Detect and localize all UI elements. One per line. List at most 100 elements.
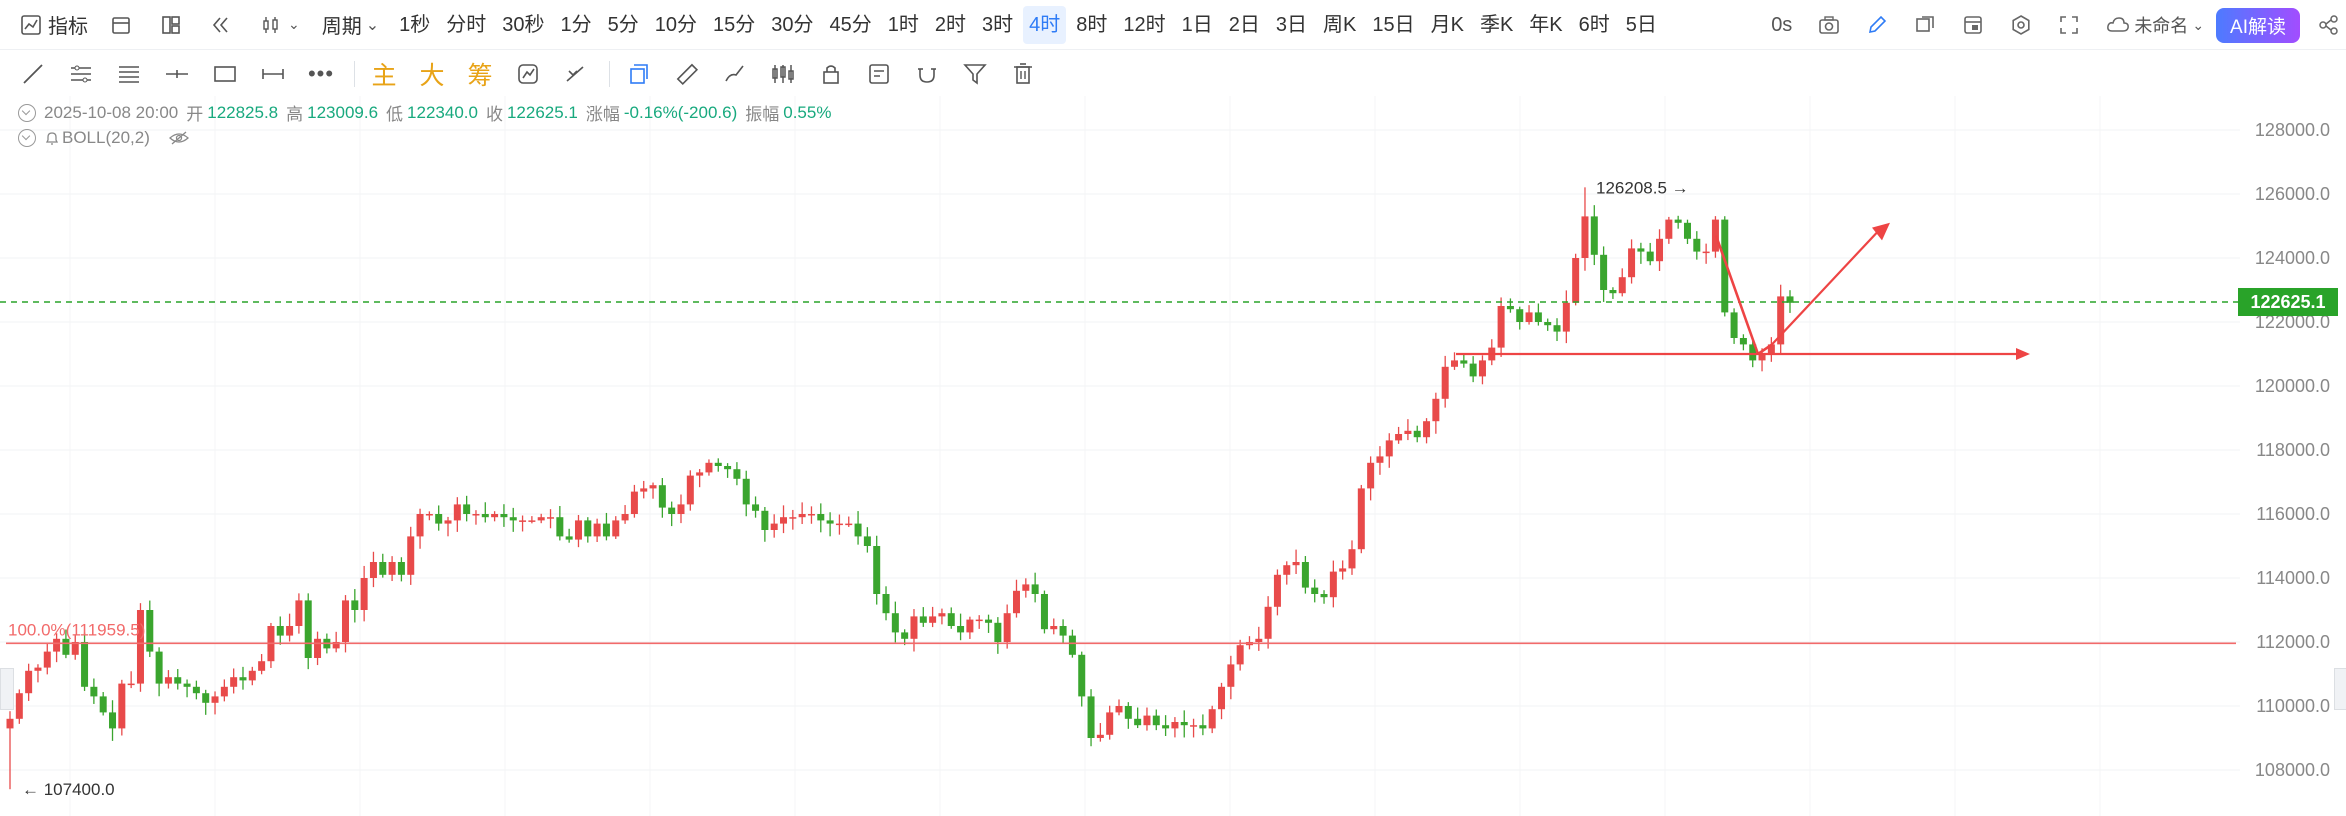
fib-tool[interactable] xyxy=(114,59,144,89)
settings-button[interactable] xyxy=(2010,14,2032,36)
copy-drawing-tool[interactable] xyxy=(624,59,654,89)
sync-button[interactable] xyxy=(1914,14,1936,36)
period-20[interactable]: 月K xyxy=(1430,13,1464,36)
candle-body xyxy=(696,472,704,476)
pattern-tool[interactable] xyxy=(768,59,798,89)
period-16[interactable]: 2日 xyxy=(1228,13,1260,36)
candle-body xyxy=(1115,706,1123,713)
period-2[interactable]: 30秒 xyxy=(502,13,545,36)
period-24[interactable]: 5日 xyxy=(1625,13,1657,36)
cloud-layout-dropdown[interactable]: 未命名 ⌄ xyxy=(2106,12,2204,38)
candle-body xyxy=(854,523,862,537)
candle-body xyxy=(1413,430,1421,438)
ai-analysis-button[interactable]: AI解读 xyxy=(2216,7,2300,43)
ruler-icon xyxy=(676,63,699,86)
delete-drawings-tool[interactable] xyxy=(1008,59,1038,89)
candle-body xyxy=(1618,277,1626,294)
candle-body xyxy=(686,475,694,505)
chart-type-button[interactable]: ⌄ xyxy=(260,5,300,45)
period-23[interactable]: 6时 xyxy=(1578,13,1610,36)
brush-tool[interactable] xyxy=(720,59,750,89)
candle-body xyxy=(1003,613,1011,642)
candle-body xyxy=(1292,562,1300,566)
collapse-icon[interactable] xyxy=(18,103,36,122)
period-6[interactable]: 15分 xyxy=(713,13,756,36)
indicator-button[interactable]: 指标 xyxy=(20,5,88,45)
period-15[interactable]: 1日 xyxy=(1181,13,1213,36)
draw-toggle-button[interactable] xyxy=(1866,14,1888,36)
lock-drawing-tool[interactable] xyxy=(816,59,846,89)
candle-body xyxy=(1190,725,1198,727)
candle-body xyxy=(882,594,890,614)
period-0[interactable]: 1秒 xyxy=(399,13,431,36)
parallel-channel-tool[interactable] xyxy=(66,59,96,89)
period-22[interactable]: 年K xyxy=(1529,13,1563,36)
period-5[interactable]: 10分 xyxy=(654,13,698,36)
trend-line-tool[interactable] xyxy=(18,59,48,89)
share-button[interactable] xyxy=(2318,14,2340,36)
candle-body xyxy=(491,514,499,518)
candle-body xyxy=(1702,251,1710,254)
big-order-tool[interactable]: 大 xyxy=(419,62,445,90)
period-9[interactable]: 1时 xyxy=(887,13,919,36)
candle-body xyxy=(1040,594,1048,630)
candle-body xyxy=(957,626,965,633)
chip-tool[interactable]: 筹 xyxy=(467,62,493,90)
pattern-icon xyxy=(772,65,794,83)
candle-body xyxy=(1739,338,1747,345)
layout-button[interactable] xyxy=(160,5,188,45)
filter-tool[interactable] xyxy=(960,59,990,89)
period-dropdown[interactable]: 周期 ⌄ xyxy=(322,5,379,45)
max-price-label: 126208.5 → xyxy=(1596,178,1689,197)
calendar-button[interactable] xyxy=(110,5,138,45)
period-7[interactable]: 30分 xyxy=(771,13,814,36)
price-chart[interactable]: 128000.0 126000.0 124000.0 122000.0 120000.0… xyxy=(0,96,2346,816)
eye-off-icon[interactable] xyxy=(168,130,190,146)
measure-tool[interactable] xyxy=(258,59,288,89)
period-3[interactable]: 1分 xyxy=(560,13,592,36)
horizontal-line-tool[interactable] xyxy=(162,59,192,89)
right-scroll-handle[interactable] xyxy=(2334,668,2346,710)
period-13[interactable]: 8时 xyxy=(1076,13,1108,36)
left-scroll-handle[interactable] xyxy=(0,668,14,710)
period-17[interactable]: 3日 xyxy=(1275,13,1308,36)
candle-body xyxy=(1031,584,1039,594)
main-force-tool[interactable]: 主 xyxy=(371,62,397,90)
candle-body xyxy=(1451,360,1459,367)
template-button[interactable] xyxy=(1962,14,1984,36)
layout-name: 未命名 xyxy=(2134,16,2189,36)
candle-body xyxy=(1656,238,1664,262)
period-1[interactable]: 分时 xyxy=(446,13,487,36)
collapse-icon[interactable] xyxy=(18,129,36,147)
period-21[interactable]: 季K xyxy=(1479,13,1514,36)
eraser-line-tool[interactable] xyxy=(561,59,591,89)
ruler-tool[interactable] xyxy=(672,59,702,89)
period-10[interactable]: 2时 xyxy=(934,13,967,36)
close-label: 收 xyxy=(485,105,503,124)
replay-button[interactable] xyxy=(210,5,238,45)
right-tools: 0s 未命名 ⌄ AI解读 xyxy=(1771,0,2346,50)
candle-body xyxy=(109,712,117,729)
auto-pattern-tool[interactable] xyxy=(513,59,543,89)
bell-icon[interactable] xyxy=(44,130,60,146)
period-14[interactable]: 12时 xyxy=(1123,13,1166,36)
fullscreen-button[interactable] xyxy=(2058,14,2080,36)
period-18[interactable]: 周K xyxy=(1323,13,1357,36)
period-8[interactable]: 45分 xyxy=(829,13,872,36)
candle-body xyxy=(1012,590,1020,614)
period-11[interactable]: 3时 xyxy=(982,13,1014,36)
candle-body xyxy=(81,642,89,687)
more-tools-button[interactable]: ••• xyxy=(306,59,336,89)
magnet-tool[interactable] xyxy=(912,59,942,89)
candle-body xyxy=(25,670,33,694)
period-12[interactable]: 4时 xyxy=(1023,5,1067,44)
period-19[interactable]: 15日 xyxy=(1372,13,1415,36)
camera-button[interactable] xyxy=(1818,14,1840,36)
last-price-label: 122625.1 xyxy=(2250,292,2325,312)
period-4[interactable]: 5分 xyxy=(607,13,639,36)
note-tool[interactable] xyxy=(864,59,894,89)
rectangle-tool[interactable] xyxy=(210,59,240,89)
candle-body xyxy=(1087,696,1095,738)
candle-body xyxy=(1683,222,1691,239)
candle-body xyxy=(509,517,517,521)
